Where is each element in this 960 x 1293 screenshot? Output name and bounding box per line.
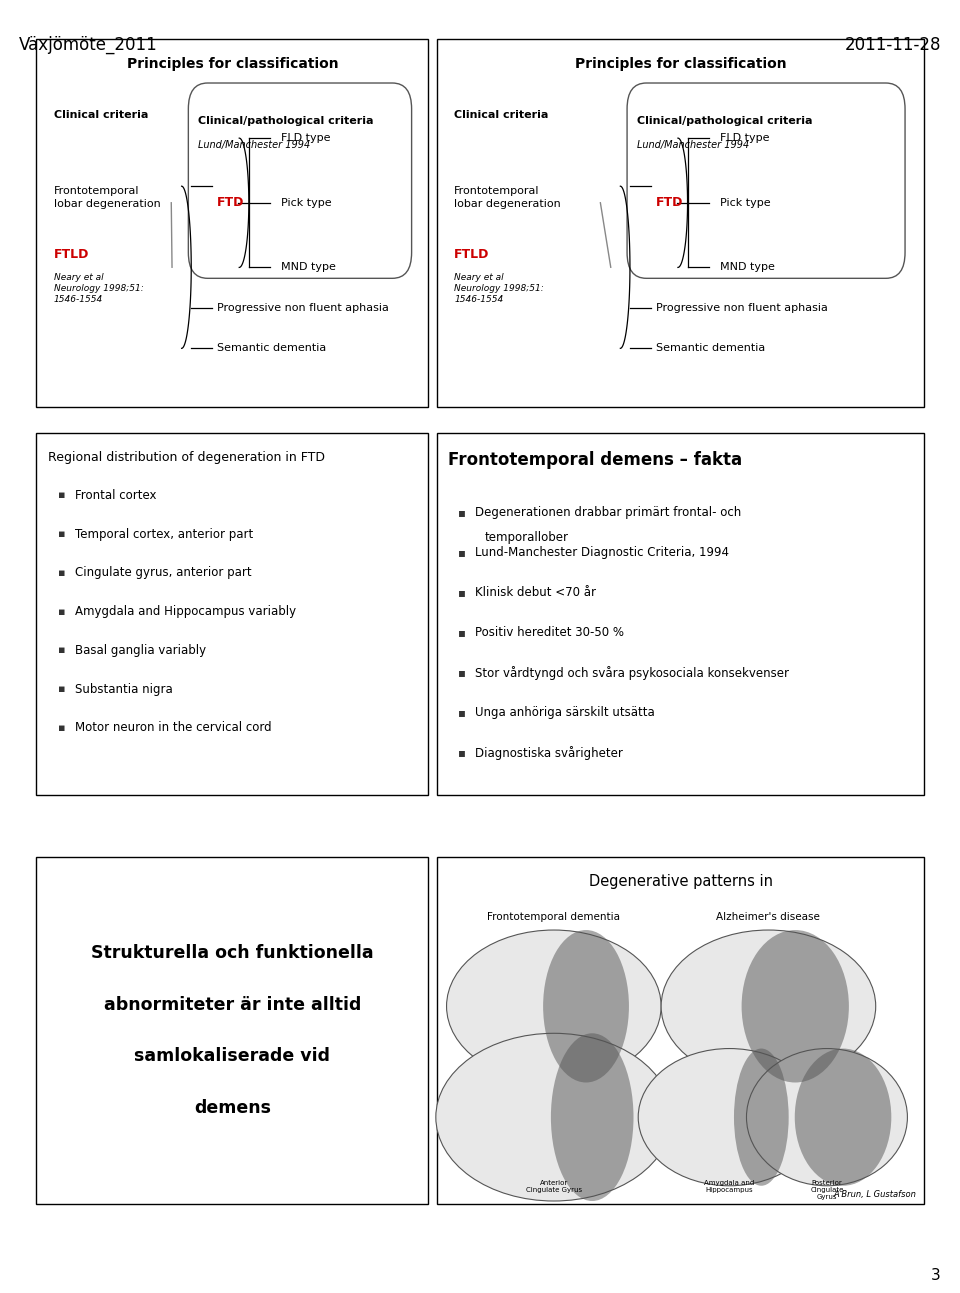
Text: FTLD: FTLD [54,248,89,261]
Text: Temporal cortex, anterior part: Temporal cortex, anterior part [75,528,253,540]
Text: Amygdala and
Hippocampus: Amygdala and Hippocampus [705,1179,755,1192]
Ellipse shape [734,1049,789,1186]
Text: Anterior
Cingulate Gyrus: Anterior Cingulate Gyrus [526,1179,582,1192]
Text: Frontotemporal dementia: Frontotemporal dementia [488,912,620,922]
Text: FTD: FTD [217,197,245,209]
Ellipse shape [795,1049,891,1186]
Text: 3: 3 [931,1267,941,1283]
Text: Posterior
Cingulate
Gyrus: Posterior Cingulate Gyrus [810,1179,844,1200]
Ellipse shape [446,930,661,1082]
Text: Degenerationen drabbar primärt frontal- och: Degenerationen drabbar primärt frontal- … [475,506,741,518]
Text: Degenerative patterns in: Degenerative patterns in [588,874,773,890]
Text: samlokaliserade vid: samlokaliserade vid [134,1047,330,1065]
Text: Principles for classification: Principles for classification [127,57,338,71]
Text: Unga anhöriga särskilt utsätta: Unga anhöriga särskilt utsätta [475,706,655,719]
Text: Clinical criteria: Clinical criteria [54,110,148,120]
Text: Lund-Manchester Diagnostic Criteria, 1994: Lund-Manchester Diagnostic Criteria, 199… [475,546,730,559]
Text: Klinisk debut <70 år: Klinisk debut <70 år [475,586,596,599]
Text: Motor neuron in the cervical cord: Motor neuron in the cervical cord [75,721,272,734]
Text: FLD type: FLD type [720,133,770,144]
Text: ▪: ▪ [58,568,65,578]
Text: Lund/Manchester 1994: Lund/Manchester 1994 [198,140,310,150]
Text: ▪: ▪ [458,706,466,719]
Text: Växjömöte_2011: Växjömöte_2011 [19,36,158,54]
Text: Principles for classification: Principles for classification [575,57,786,71]
Text: ▪: ▪ [58,645,65,656]
Text: Lund/Manchester 1994: Lund/Manchester 1994 [636,140,749,150]
Text: temporallober: temporallober [485,531,568,544]
Text: Frontotemporal demens – fakta: Frontotemporal demens – fakta [448,451,742,469]
Text: ▪: ▪ [58,529,65,539]
Text: Neary et al
Neurology 1998;51:
1546-1554: Neary et al Neurology 1998;51: 1546-1554 [454,273,543,304]
FancyBboxPatch shape [36,857,428,1204]
Text: Frontotemporal
lobar degeneration: Frontotemporal lobar degeneration [454,186,561,208]
Ellipse shape [543,930,629,1082]
Text: Semantic dementia: Semantic dementia [217,344,326,353]
Text: A Brun, L Gustafson: A Brun, L Gustafson [834,1190,917,1199]
Text: FTLD: FTLD [454,248,490,261]
FancyBboxPatch shape [188,83,412,278]
Text: Positiv hereditet 30-50 %: Positiv hereditet 30-50 % [475,626,624,639]
Text: FLD type: FLD type [281,133,331,144]
Text: ▪: ▪ [458,666,466,679]
Ellipse shape [741,930,849,1082]
FancyBboxPatch shape [437,857,924,1204]
FancyBboxPatch shape [437,433,924,795]
Text: ▪: ▪ [458,586,466,599]
Text: Neary et al
Neurology 1998;51:
1546-1554: Neary et al Neurology 1998;51: 1546-1554 [54,273,143,304]
Text: Pick type: Pick type [720,198,771,208]
Text: ▪: ▪ [458,626,466,639]
Text: ▪: ▪ [458,546,466,559]
Text: FTD: FTD [656,197,684,209]
Text: Amygdala and Hippocampus variably: Amygdala and Hippocampus variably [75,605,296,618]
Text: Regional distribution of degeneration in FTD: Regional distribution of degeneration in… [48,451,325,464]
Text: MND type: MND type [281,262,336,273]
Text: Diagnostiska svårigheter: Diagnostiska svårigheter [475,746,623,760]
Text: ▪: ▪ [58,606,65,617]
Text: ▪: ▪ [58,723,65,733]
Text: Basal ganglia variably: Basal ganglia variably [75,644,206,657]
Ellipse shape [747,1049,907,1186]
Text: Frontotemporal
lobar degeneration: Frontotemporal lobar degeneration [54,186,160,208]
Text: Substantia nigra: Substantia nigra [75,683,173,696]
Text: ▪: ▪ [458,746,466,759]
Text: 2011-11-28: 2011-11-28 [844,36,941,54]
Text: abnormiteter är inte alltid: abnormiteter är inte alltid [104,996,361,1014]
FancyBboxPatch shape [36,39,428,407]
Text: Cingulate gyrus, anterior part: Cingulate gyrus, anterior part [75,566,252,579]
Text: Progressive non fluent aphasia: Progressive non fluent aphasia [217,303,389,313]
Text: MND type: MND type [720,262,775,273]
Text: Stor vårdtyngd och svåra psykosociala konsekvenser: Stor vårdtyngd och svåra psykosociala ko… [475,666,789,680]
Text: Alzheimer's disease: Alzheimer's disease [716,912,821,922]
Ellipse shape [436,1033,672,1201]
FancyBboxPatch shape [627,83,905,278]
Text: Clinical/pathological criteria: Clinical/pathological criteria [198,116,373,127]
Text: Progressive non fluent aphasia: Progressive non fluent aphasia [656,303,828,313]
Text: demens: demens [194,1099,271,1117]
Ellipse shape [551,1033,634,1201]
Text: Pick type: Pick type [281,198,332,208]
Text: ▪: ▪ [58,490,65,500]
Text: Semantic dementia: Semantic dementia [656,344,765,353]
Text: Strukturella och funktionella: Strukturella och funktionella [91,944,373,962]
Text: Clinical/pathological criteria: Clinical/pathological criteria [636,116,812,127]
Text: ▪: ▪ [58,684,65,694]
FancyBboxPatch shape [36,433,428,795]
Text: Clinical criteria: Clinical criteria [454,110,548,120]
Text: Frontal cortex: Frontal cortex [75,489,156,502]
Text: ▪: ▪ [458,506,466,518]
Ellipse shape [661,930,876,1082]
FancyBboxPatch shape [437,39,924,407]
Ellipse shape [638,1049,821,1186]
